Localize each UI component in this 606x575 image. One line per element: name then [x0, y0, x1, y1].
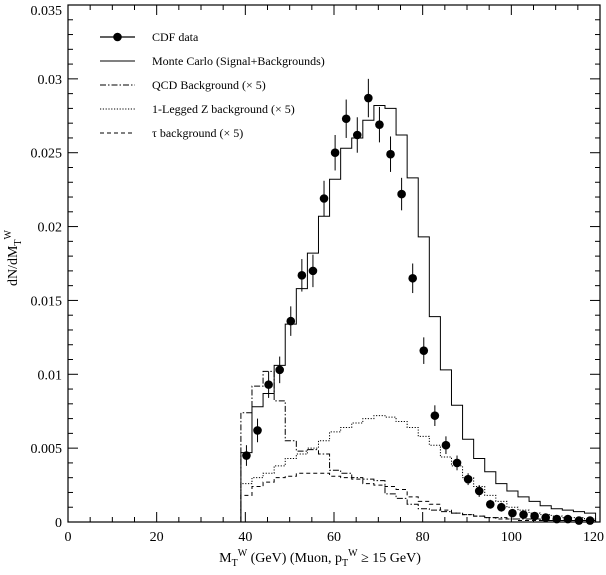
- x-axis: 0 20 40 60 80 100 120: [65, 5, 604, 545]
- y-tick-label: 0.035: [31, 4, 63, 19]
- y-tick-label: 0: [55, 516, 62, 531]
- legend-swatch-marker: [113, 32, 122, 42]
- y-axis: 0 0.005 0.01 0.015 0.02 0.025 0.03 0.035: [31, 4, 600, 531]
- data-point: [452, 458, 462, 468]
- data-point: [519, 510, 528, 519]
- data-point: [497, 502, 506, 512]
- legend-label: 1-Legged Z background (× 5): [152, 102, 295, 116]
- data-point: [286, 316, 296, 326]
- data-point: [275, 365, 284, 375]
- data-point: [386, 149, 395, 159]
- series-dashdot-line: [68, 370, 597, 523]
- y-tick-label: 0.02: [38, 221, 63, 236]
- data-point: [541, 513, 550, 522]
- legend: CDF data Monte Carlo (Signal+Backgrounds)…: [100, 30, 325, 140]
- y-axis-title: dN/dMTW: [3, 229, 24, 286]
- x-tick-label: 120: [583, 530, 604, 545]
- data-point: [297, 271, 307, 280]
- series-dotted-line: [68, 415, 597, 523]
- series-solid-line: [68, 104, 597, 523]
- x-axis-title: MTW (GeV) (Muon, pTW ≥ 15 GeV): [219, 548, 421, 569]
- data-point: [308, 266, 318, 276]
- data-point: [364, 93, 373, 103]
- legend-label: τ background (× 5): [152, 126, 243, 140]
- data-point: [341, 114, 351, 124]
- data-point: [408, 273, 417, 283]
- data-point: [330, 148, 340, 158]
- legend-label: Monte Carlo (Signal+Backgrounds): [152, 54, 325, 68]
- data-point: [430, 411, 440, 420]
- data-point: [585, 516, 595, 525]
- data-point: [253, 426, 262, 435]
- x-tick-label: 0: [65, 530, 72, 545]
- x-tick-label: 80: [416, 530, 430, 545]
- y-tick-label: 0.03: [38, 73, 63, 88]
- legend-label: CDF data: [152, 30, 199, 44]
- y-tick-label: 0.015: [31, 294, 63, 309]
- data-point: [463, 474, 473, 484]
- x-tick-label: 60: [327, 530, 341, 545]
- data-point: [552, 514, 562, 524]
- legend-label: QCD Background (× 5): [152, 78, 266, 92]
- data-point: [319, 194, 329, 203]
- y-tick-label: 0.005: [31, 442, 63, 457]
- series-dashed-line: [68, 472, 596, 523]
- y-tick-label: 0.01: [38, 368, 63, 383]
- plot-area: [68, 78, 597, 525]
- plot-frame: [67, 4, 601, 523]
- y-tick-label: 0.025: [31, 147, 63, 162]
- data-point: [474, 486, 484, 496]
- data-point: [419, 346, 429, 355]
- data-point: [574, 516, 584, 525]
- data-point: [242, 451, 251, 460]
- data-point: [485, 499, 495, 509]
- data-point: [441, 440, 451, 450]
- x-tick-label: 40: [238, 530, 252, 545]
- data-point: [264, 380, 273, 389]
- x-tick-label: 20: [150, 530, 164, 545]
- data-point: [397, 189, 406, 199]
- data-point: [508, 508, 517, 518]
- data-point: [530, 511, 539, 521]
- x-tick-label: 100: [501, 530, 522, 545]
- data-point: [352, 130, 362, 140]
- data-point: [375, 120, 384, 129]
- data-point: [563, 514, 573, 524]
